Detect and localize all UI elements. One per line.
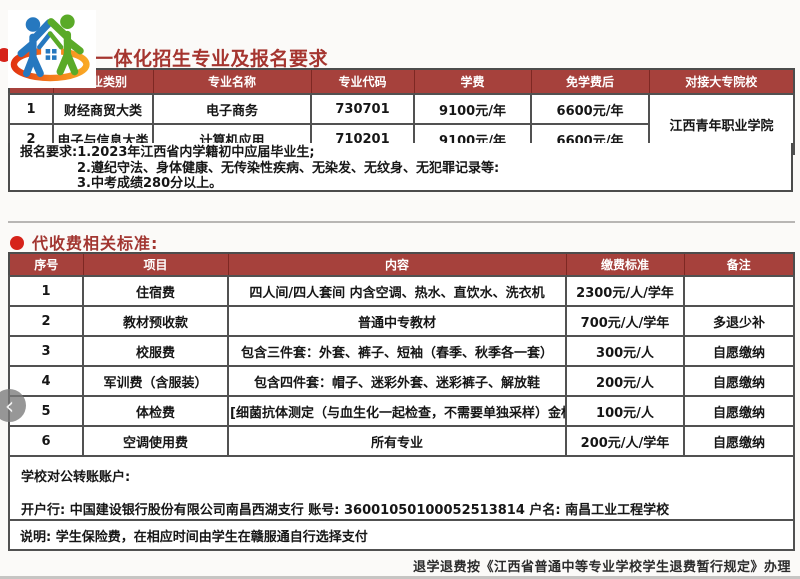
cell-note: 多退少补 [683,305,795,337]
requirements-box: 报名要求:1.2023年江西省内学籍初中应届毕业生; 2.遵纪守法、身体健康、无… [8,143,793,192]
cell-item: 体检费 [82,395,229,427]
cell-tuition: 9100元/年 [413,93,532,125]
header-standard: 缴费标准 [565,252,685,277]
cell-major: 电子商务 [152,93,312,125]
cell-content: 包含三件套：外套、裤子、短袖（春季、秋季各一套） [227,335,567,367]
cell-note: 自愿缴纳 [683,395,795,427]
majors-header-row: 序号 专业类别 专业名称 专业代码 学费 免学费后 对接大专院校 [8,68,795,95]
header-college: 对接大专院校 [648,68,795,95]
account-title: 学校对公转账账户: [21,470,131,485]
cell-note [683,275,795,307]
cell-item: 教材预收款 [82,305,229,337]
cell-content: 所有专业 [227,425,567,457]
section-divider [8,221,795,223]
cell-no: 1 [8,93,54,125]
table-row: 3 校服费 包含三件套：外套、裤子、短袖（春季、秋季各一套） 300元/人 自愿… [8,335,795,367]
cell-note: 自愿缴纳 [683,365,795,397]
cell-after-waiver: 6600元/年 [530,93,650,125]
table-row: 学校对公转账账户: 开户行: 中国建设银行股份有限公司南昌西湖支行 账号: 36… [8,455,795,521]
cell-item: 住宿费 [82,275,229,307]
cell-note: 自愿缴纳 [683,335,795,367]
header-code: 专业代码 [310,68,415,95]
insurance-note-cell: 说明: 学生保险费，在相应时间由学生在赣服通自行选择支付 [8,519,795,551]
cell-item: 空调使用费 [82,425,229,457]
bottom-edge-strip [0,576,800,579]
header-after-waiver: 免学费后 [530,68,650,95]
cell-standard: 200元/人 [565,365,685,397]
majors-table: 序号 专业类别 专业名称 专业代码 学费 免学费后 对接大专院校 1 财经商贸大… [8,68,795,155]
table-row: 4 军训费（含服装） 包含四件套：帽子、迷彩外套、迷彩裤子、解放鞋 200元/人… [8,365,795,397]
page-title: 一体化招生专业及报名要求 [94,48,329,70]
table-row: 说明: 学生保险费，在相应时间由学生在赣服通自行选择支付 [8,519,795,551]
prev-arrow-button[interactable]: ‹ [0,389,26,422]
fees-section-title: 代收费相关标准: [32,234,159,253]
bank-account-cell: 学校对公转账账户: 开户行: 中国建设银行股份有限公司南昌西湖支行 账号: 36… [8,455,795,521]
cell-standard: 300元/人 [565,335,685,367]
table-row: 1 财经商贸大类 电子商务 730701 9100元/年 6600元/年 江西青… [8,93,795,155]
fees-table: 序号 项目 内容 缴费标准 备注 1 住宿费 四人间/四人套间 内含空调、热水、… [8,252,795,551]
table-row: 6 空调使用费 所有专业 200元/人/学年 自愿缴纳 [8,425,795,457]
cell-no: 4 [8,365,84,397]
cell-category: 财经商贸大类 [52,93,154,125]
red-bullet-peek [0,48,11,62]
header-major: 专业名称 [152,68,312,95]
cell-item: 军训费（含服装） [82,365,229,397]
requirement-line: 3.中考成绩280分以上。 [77,176,223,191]
cell-content: 四人间/四人套间 内含空调、热水、直饮水、洗衣机 [227,275,567,307]
cell-note: 自愿缴纳 [683,425,795,457]
cell-standard: 2300元/人/学年 [565,275,685,307]
refund-policy-note: 退学退费按《江西省普通中等专业学校学生退费暂行规定》办理 [412,560,791,575]
requirement-line: 2.遵纪守法、身体健康、无传染性疾病、无染发、无纹身、无犯罪记录等: [77,160,500,176]
bullet-icon [10,236,24,250]
cell-no: 6 [8,425,84,457]
cell-content: 普通中专教材 [227,305,567,337]
cell-code: 730701 [310,93,415,125]
table-row: 1 住宿费 四人间/四人套间 内含空调、热水、直饮水、洗衣机 2300元/人/学… [8,275,795,307]
fees-header-row: 序号 项目 内容 缴费标准 备注 [8,252,795,277]
cell-standard: 100元/人 [565,395,685,427]
header-tuition: 学费 [413,68,532,95]
school-logo [8,10,96,88]
table-row: 2 教材预收款 普通中专教材 700元/人/学年 多退少补 [8,305,795,337]
header-item: 项目 [82,252,229,277]
cell-no: 2 [8,305,84,337]
figures-house-logo-icon [10,14,90,82]
bank-details: 开户行: 中国建设银行股份有限公司南昌西湖支行 账号: 360010501000… [21,503,670,518]
header-no: 序号 [8,252,84,277]
header-note: 备注 [683,252,795,277]
cell-content: 包含四件套：帽子、迷彩外套、迷彩裤子、解放鞋 [227,365,567,397]
table-row: 5 体检费 [细菌抗体测定（与血生化一起检查，不需要单独采样）金标法] 100元… [8,395,795,427]
cell-no: 1 [8,275,84,307]
requirement-line: 报名要求:1.2023年江西省内学籍初中应届毕业生; [20,145,315,160]
header-content: 内容 [227,252,567,277]
cell-item: 校服费 [82,335,229,367]
cell-content: [细菌抗体测定（与血生化一起检查，不需要单独采样）金标法] [227,395,567,427]
cell-standard: 200元/人/学年 [565,425,685,457]
cell-standard: 700元/人/学年 [565,305,685,337]
cell-no: 3 [8,335,84,367]
